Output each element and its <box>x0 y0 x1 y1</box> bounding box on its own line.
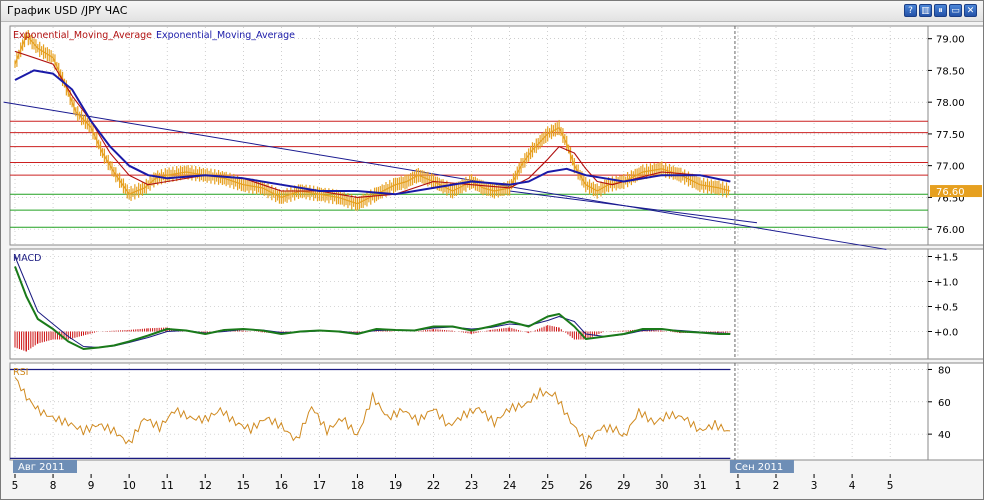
rsi-y-tick-label: 60 <box>938 398 951 409</box>
legend-ema-slow: Exponential_Moving_Average <box>156 30 295 41</box>
macd-line <box>14 266 731 350</box>
help-button[interactable]: ? <box>904 4 917 17</box>
rsi-y-tick-label: 80 <box>938 365 951 376</box>
date-tick-label: 5 <box>12 480 19 492</box>
macd-y-tick-label: +0.5 <box>934 303 958 314</box>
price-y-tick-label: 78.50 <box>936 66 965 77</box>
date-tick-label: 23 <box>465 480 478 492</box>
price-y-tick-label: 77.00 <box>936 162 965 173</box>
price-y-tick-label: 76.00 <box>936 225 965 236</box>
date-tick-label: 22 <box>427 480 440 492</box>
legend-ema-fast: Exponential_Moving_Average <box>13 30 152 41</box>
rsi-line <box>14 377 731 448</box>
rsi-axis <box>927 362 983 461</box>
price-axis <box>927 25 983 246</box>
title-bar: График USD /JPY ЧАС ? ▥ ⏸ ▭ ✕ <box>1 1 983 22</box>
price-y-tick-label: 78.00 <box>936 98 965 109</box>
date-tick-label: 5 <box>887 480 894 492</box>
macd-y-tick-label: +1.0 <box>934 278 958 289</box>
date-tick-label: 18 <box>351 480 364 492</box>
close-button[interactable]: ✕ <box>964 4 977 17</box>
date-tick-label: 25 <box>541 480 554 492</box>
trend-line <box>509 190 758 224</box>
price-y-tick-label: 77.50 <box>936 130 965 141</box>
price-line <box>14 34 731 205</box>
columns-button[interactable]: ▥ <box>919 4 932 17</box>
pause-button[interactable]: ⏸ <box>934 4 947 17</box>
trend-line <box>3 101 887 250</box>
date-tick-label: 12 <box>199 480 212 492</box>
month-label: Сен 2011 <box>735 462 783 473</box>
date-tick-label: 10 <box>122 480 135 492</box>
date-tick-label: 15 <box>237 480 250 492</box>
rsi-title: RSI <box>13 367 28 378</box>
current-price-label: 76.60 <box>936 187 965 198</box>
macd-title: MACD <box>13 253 41 264</box>
window-title: График USD /JPY ЧАС <box>7 4 128 17</box>
date-tick-label: 17 <box>313 480 326 492</box>
date-tick-label: 9 <box>88 480 95 492</box>
ema-slow-line <box>14 69 731 196</box>
minimize-button[interactable]: ▭ <box>949 4 962 17</box>
chart-canvas: 79.00 78.50 78.00 77.50 77.00 76.50 76.00 Expon… <box>3 25 983 498</box>
date-tick-label: 1 <box>735 480 742 492</box>
month-badge <box>13 460 77 473</box>
date-tick-label: 30 <box>655 480 668 492</box>
date-tick-label: 29 <box>617 480 630 492</box>
date-tick-label: 8 <box>50 480 57 492</box>
price-panel <box>9 25 929 246</box>
macd-axis <box>927 248 983 360</box>
price-y-tick-label: 76.50 <box>936 193 965 204</box>
macd-y-tick-label: +0.0 <box>934 328 958 339</box>
rsi-y-tick-label: 40 <box>938 430 951 441</box>
date-tick-label: 11 <box>161 480 174 492</box>
current-price-tag <box>930 185 982 198</box>
price-legend: Exponential_Moving_Average Exponential_Mo… <box>13 30 295 41</box>
date-tick-label: 19 <box>389 480 402 492</box>
date-tick-label: 24 <box>503 480 517 492</box>
macd-panel <box>9 248 929 360</box>
date-tick-label: 4 <box>849 480 856 492</box>
macd-y-tick-label: +1.5 <box>934 253 958 264</box>
date-tick-label: 26 <box>579 480 593 492</box>
date-tick-label: 3 <box>811 480 818 492</box>
price-y-tick-label: 79.00 <box>936 35 965 46</box>
date-tick-label: 2 <box>773 480 780 492</box>
date-tick-label: 31 <box>693 480 706 492</box>
date-tick-label: 16 <box>275 480 289 492</box>
month-label: Авг 2011 <box>18 462 65 473</box>
month-badge <box>729 460 794 473</box>
